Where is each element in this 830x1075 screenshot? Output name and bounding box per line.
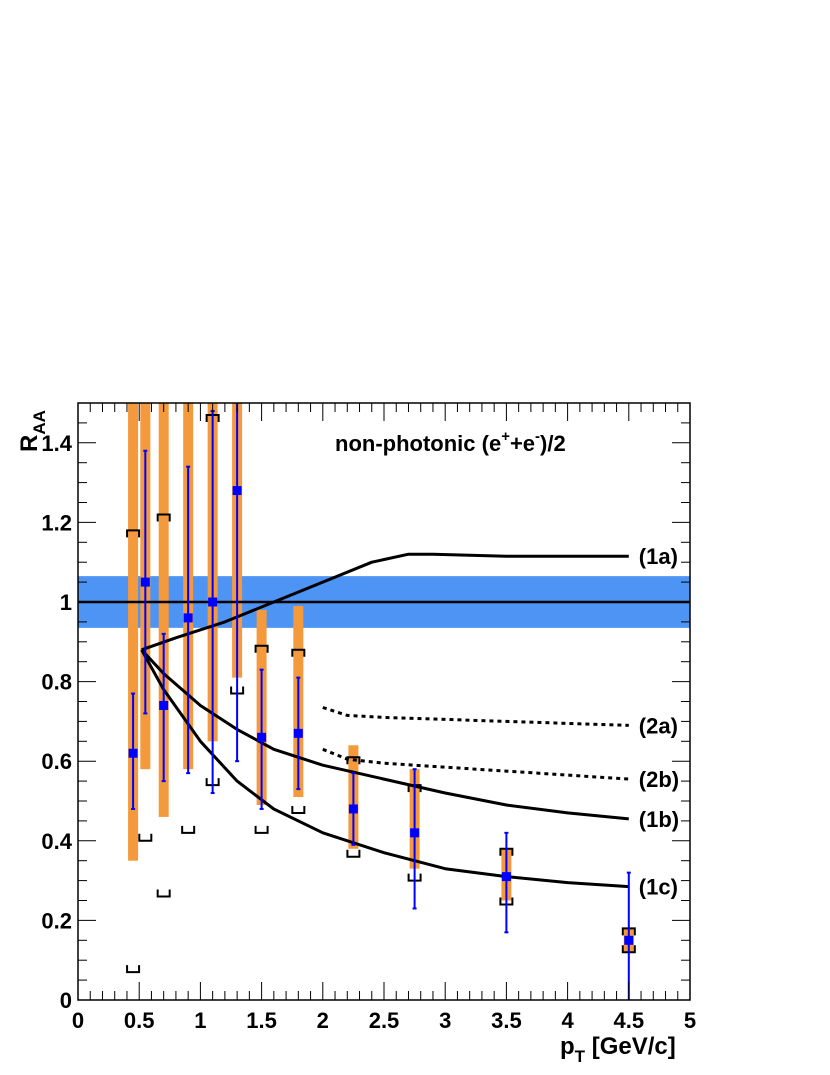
data-point-1 xyxy=(140,577,150,587)
data-point-7 xyxy=(293,728,303,738)
y-tick-label-6: 1.2 xyxy=(41,510,72,535)
y-tick-label-0: 0 xyxy=(60,988,72,1013)
curve-2a xyxy=(322,706,629,727)
x-axis-title-rest: [GeV/c] xyxy=(585,1033,676,1060)
annotation-tail: )/2 xyxy=(540,431,566,456)
y-tick-label-3: 0.6 xyxy=(41,749,72,774)
data-point-4 xyxy=(208,597,218,607)
y-tick-label-1: 0.2 xyxy=(41,908,72,933)
x-tick-label-6: 3 xyxy=(439,1008,451,1033)
data-points-layer xyxy=(128,486,634,945)
bracket-lower-3 xyxy=(181,825,196,834)
y-tick-label-4: 0.8 xyxy=(41,670,72,695)
x-tick-label-2: 1 xyxy=(194,1008,206,1033)
annotation-sup-plus: + xyxy=(501,428,510,445)
bracket-upper-8 xyxy=(346,756,361,765)
plot-frame xyxy=(77,402,691,1001)
annotation-mid: +e xyxy=(510,431,535,456)
curve-label-1c: (1c) xyxy=(639,875,678,900)
x-axis-title-main: p xyxy=(560,1033,575,1060)
data-point-6 xyxy=(257,732,267,742)
data-point-8 xyxy=(348,804,358,814)
y-axis-title-main: R xyxy=(16,435,43,452)
bracket-lower-2 xyxy=(156,889,171,898)
data-point-5 xyxy=(232,486,242,496)
curve-label-2a: (2a) xyxy=(639,713,678,738)
data-point-2 xyxy=(159,700,169,710)
bracket-lower-8 xyxy=(346,849,361,858)
bracket-upper-0 xyxy=(126,529,141,538)
tick-labels-layer: 0 0.5 1 1.5 2 2.5 3 3.5 4 4.5 5 0 0.2 0.4 0.6 0.8 1 1.2 1.… xyxy=(41,431,696,1033)
bracket-upper-6 xyxy=(254,644,269,653)
curve-label-1b: (1b) xyxy=(639,807,679,832)
y-tick-label-5: 1 xyxy=(60,590,72,615)
systematic-band-layer xyxy=(128,403,634,953)
bracket-layer xyxy=(126,413,636,974)
x-tick-label-0: 0 xyxy=(72,1008,84,1033)
y-tick-label-2: 0.4 xyxy=(41,829,72,854)
bracket-lower-7 xyxy=(291,805,306,814)
x-tick-label-9: 4.5 xyxy=(614,1008,645,1033)
chart-annotation: non-photonic (e++e-)/2 xyxy=(335,428,566,456)
x-tick-label-7: 3.5 xyxy=(491,1008,522,1033)
curve-label-1a: (1a) xyxy=(639,544,678,569)
data-point-3 xyxy=(183,613,193,623)
data-point-11 xyxy=(624,935,634,945)
stat-error-layer xyxy=(131,403,631,1000)
annotation-sup-minus: - xyxy=(535,428,540,445)
bracket-lower-6 xyxy=(254,825,269,834)
bracket-upper-7 xyxy=(291,648,306,657)
x-tick-label-1: 0.5 xyxy=(124,1008,155,1033)
x-tick-label-5: 2.5 xyxy=(369,1008,400,1033)
y-tick-label-7: 1.4 xyxy=(41,431,72,456)
syst-band-0 xyxy=(128,403,139,861)
annotation-main: non-photonic (e xyxy=(335,431,501,456)
y-axis-title-sub: AA xyxy=(30,410,49,435)
bracket-lower-1 xyxy=(138,833,153,842)
curve-label-2b: (2b) xyxy=(639,767,679,792)
curve-labels-layer: (1a) (1b) (1c) (2a) (2b) xyxy=(639,544,679,899)
x-tick-label-10: 5 xyxy=(684,1008,696,1033)
x-tick-label-4: 2 xyxy=(317,1008,329,1033)
data-point-9 xyxy=(410,828,420,838)
data-point-10 xyxy=(501,872,511,882)
x-tick-label-3: 1.5 xyxy=(246,1008,277,1033)
x-tick-label-8: 4 xyxy=(561,1008,574,1033)
y-axis-title: RAA xyxy=(16,410,49,452)
data-point-0 xyxy=(128,748,138,758)
plot-frame-layer xyxy=(77,402,691,1001)
syst-band-2 xyxy=(158,403,169,817)
axis-ticks-layer xyxy=(77,402,691,1001)
x-axis-title-sub: T xyxy=(575,1047,586,1066)
bracket-upper-2 xyxy=(156,513,171,522)
curve-1a xyxy=(141,552,629,652)
x-axis-title: pT [GeV/c] xyxy=(560,1033,676,1066)
bracket-lower-0 xyxy=(126,965,141,974)
